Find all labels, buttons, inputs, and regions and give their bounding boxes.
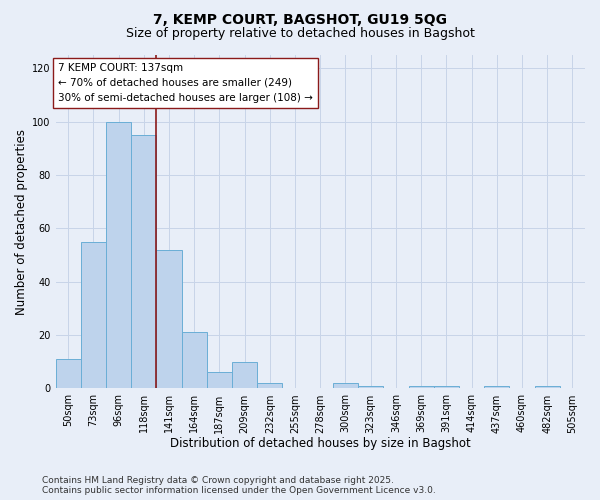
Bar	[207, 372, 232, 388]
Bar	[131, 135, 157, 388]
Bar	[535, 386, 560, 388]
Y-axis label: Number of detached properties: Number of detached properties	[15, 128, 28, 314]
Bar	[257, 383, 283, 388]
Bar	[157, 250, 182, 388]
Bar	[182, 332, 207, 388]
Bar	[409, 386, 434, 388]
Text: 7 KEMP COURT: 137sqm
← 70% of detached houses are smaller (249)
30% of semi-deta: 7 KEMP COURT: 137sqm ← 70% of detached h…	[58, 63, 313, 102]
X-axis label: Distribution of detached houses by size in Bagshot: Distribution of detached houses by size …	[170, 437, 470, 450]
Bar	[81, 242, 106, 388]
Bar	[484, 386, 509, 388]
Bar	[56, 359, 81, 388]
Bar	[106, 122, 131, 388]
Bar	[232, 362, 257, 388]
Text: 7, KEMP COURT, BAGSHOT, GU19 5QG: 7, KEMP COURT, BAGSHOT, GU19 5QG	[153, 12, 447, 26]
Bar	[434, 386, 459, 388]
Text: Contains HM Land Registry data © Crown copyright and database right 2025.
Contai: Contains HM Land Registry data © Crown c…	[42, 476, 436, 495]
Text: Size of property relative to detached houses in Bagshot: Size of property relative to detached ho…	[125, 28, 475, 40]
Bar	[358, 386, 383, 388]
Bar	[333, 383, 358, 388]
